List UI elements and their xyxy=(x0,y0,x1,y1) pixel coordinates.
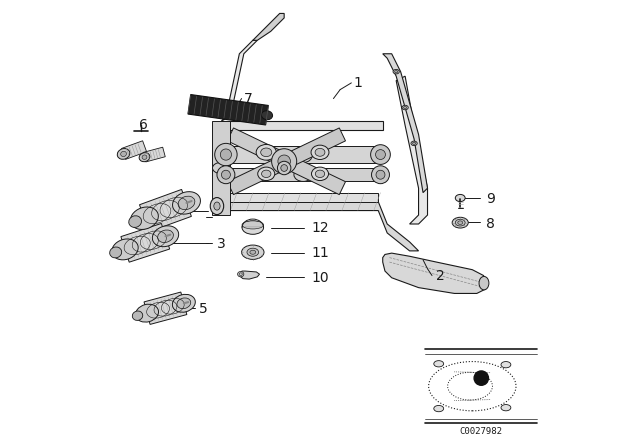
Ellipse shape xyxy=(411,141,417,146)
Ellipse shape xyxy=(132,311,143,320)
Polygon shape xyxy=(383,54,428,193)
Ellipse shape xyxy=(404,107,406,109)
Polygon shape xyxy=(253,13,284,40)
Ellipse shape xyxy=(311,145,329,159)
Text: 8: 8 xyxy=(486,217,495,231)
Ellipse shape xyxy=(258,167,275,181)
Text: 7: 7 xyxy=(244,91,253,106)
Ellipse shape xyxy=(247,248,259,256)
Ellipse shape xyxy=(278,161,291,175)
Ellipse shape xyxy=(237,271,244,277)
Text: 10: 10 xyxy=(311,271,329,285)
Polygon shape xyxy=(221,121,383,130)
Polygon shape xyxy=(226,146,380,163)
Polygon shape xyxy=(144,292,187,324)
Polygon shape xyxy=(221,40,257,121)
Text: 1: 1 xyxy=(353,76,362,90)
Ellipse shape xyxy=(109,247,122,258)
Ellipse shape xyxy=(177,298,191,309)
Polygon shape xyxy=(143,147,165,162)
Ellipse shape xyxy=(279,154,294,168)
Text: 2: 2 xyxy=(436,268,445,283)
Ellipse shape xyxy=(312,167,328,181)
Ellipse shape xyxy=(142,155,147,159)
Ellipse shape xyxy=(139,153,150,162)
Ellipse shape xyxy=(376,170,385,179)
Ellipse shape xyxy=(221,170,230,179)
Ellipse shape xyxy=(393,69,399,74)
Ellipse shape xyxy=(455,220,465,226)
Polygon shape xyxy=(217,202,419,251)
Ellipse shape xyxy=(402,105,408,110)
Ellipse shape xyxy=(271,149,297,174)
Ellipse shape xyxy=(294,146,312,163)
Ellipse shape xyxy=(117,149,130,159)
Polygon shape xyxy=(383,253,486,293)
Ellipse shape xyxy=(395,71,397,73)
Ellipse shape xyxy=(434,405,444,412)
Polygon shape xyxy=(122,141,147,159)
Polygon shape xyxy=(239,271,260,279)
Polygon shape xyxy=(121,224,170,262)
Ellipse shape xyxy=(136,304,159,322)
Ellipse shape xyxy=(242,221,264,229)
Circle shape xyxy=(474,371,488,385)
Polygon shape xyxy=(227,128,346,194)
Ellipse shape xyxy=(294,168,312,181)
Text: 5: 5 xyxy=(199,302,208,316)
Ellipse shape xyxy=(250,250,256,254)
Ellipse shape xyxy=(112,239,138,260)
Text: C0027982: C0027982 xyxy=(460,427,503,436)
Ellipse shape xyxy=(372,166,390,184)
Text: 9: 9 xyxy=(486,192,495,207)
Ellipse shape xyxy=(479,276,489,290)
Ellipse shape xyxy=(371,145,390,164)
Ellipse shape xyxy=(214,202,220,210)
Ellipse shape xyxy=(152,226,179,247)
Text: 11: 11 xyxy=(311,246,329,260)
Polygon shape xyxy=(217,193,378,202)
Ellipse shape xyxy=(212,162,230,174)
Ellipse shape xyxy=(262,170,271,177)
Ellipse shape xyxy=(172,294,195,312)
Ellipse shape xyxy=(501,362,511,368)
Ellipse shape xyxy=(413,142,415,144)
Ellipse shape xyxy=(173,192,200,214)
Polygon shape xyxy=(188,95,268,125)
Ellipse shape xyxy=(458,221,463,224)
Ellipse shape xyxy=(501,405,511,411)
Ellipse shape xyxy=(217,166,235,184)
Ellipse shape xyxy=(242,245,264,259)
Ellipse shape xyxy=(261,111,273,120)
Polygon shape xyxy=(226,168,380,181)
Ellipse shape xyxy=(157,230,173,242)
Polygon shape xyxy=(227,128,346,194)
Polygon shape xyxy=(212,121,230,215)
Ellipse shape xyxy=(242,221,264,234)
Ellipse shape xyxy=(452,217,468,228)
Ellipse shape xyxy=(178,196,195,210)
Text: 12: 12 xyxy=(311,221,329,236)
Ellipse shape xyxy=(256,145,276,160)
Text: 3: 3 xyxy=(217,237,226,251)
Ellipse shape xyxy=(316,170,324,177)
Ellipse shape xyxy=(215,143,237,166)
Ellipse shape xyxy=(220,149,232,160)
Ellipse shape xyxy=(376,150,385,159)
Ellipse shape xyxy=(315,148,325,156)
Text: 4: 4 xyxy=(217,203,226,218)
Ellipse shape xyxy=(278,155,291,168)
Ellipse shape xyxy=(131,207,158,229)
Polygon shape xyxy=(396,76,428,224)
Ellipse shape xyxy=(455,194,465,202)
Ellipse shape xyxy=(260,148,272,157)
Text: 6: 6 xyxy=(139,118,147,133)
Ellipse shape xyxy=(279,154,294,168)
Ellipse shape xyxy=(434,361,444,367)
Polygon shape xyxy=(140,190,191,232)
Ellipse shape xyxy=(211,198,224,215)
Ellipse shape xyxy=(121,151,127,156)
Ellipse shape xyxy=(281,165,287,172)
Ellipse shape xyxy=(129,216,141,228)
